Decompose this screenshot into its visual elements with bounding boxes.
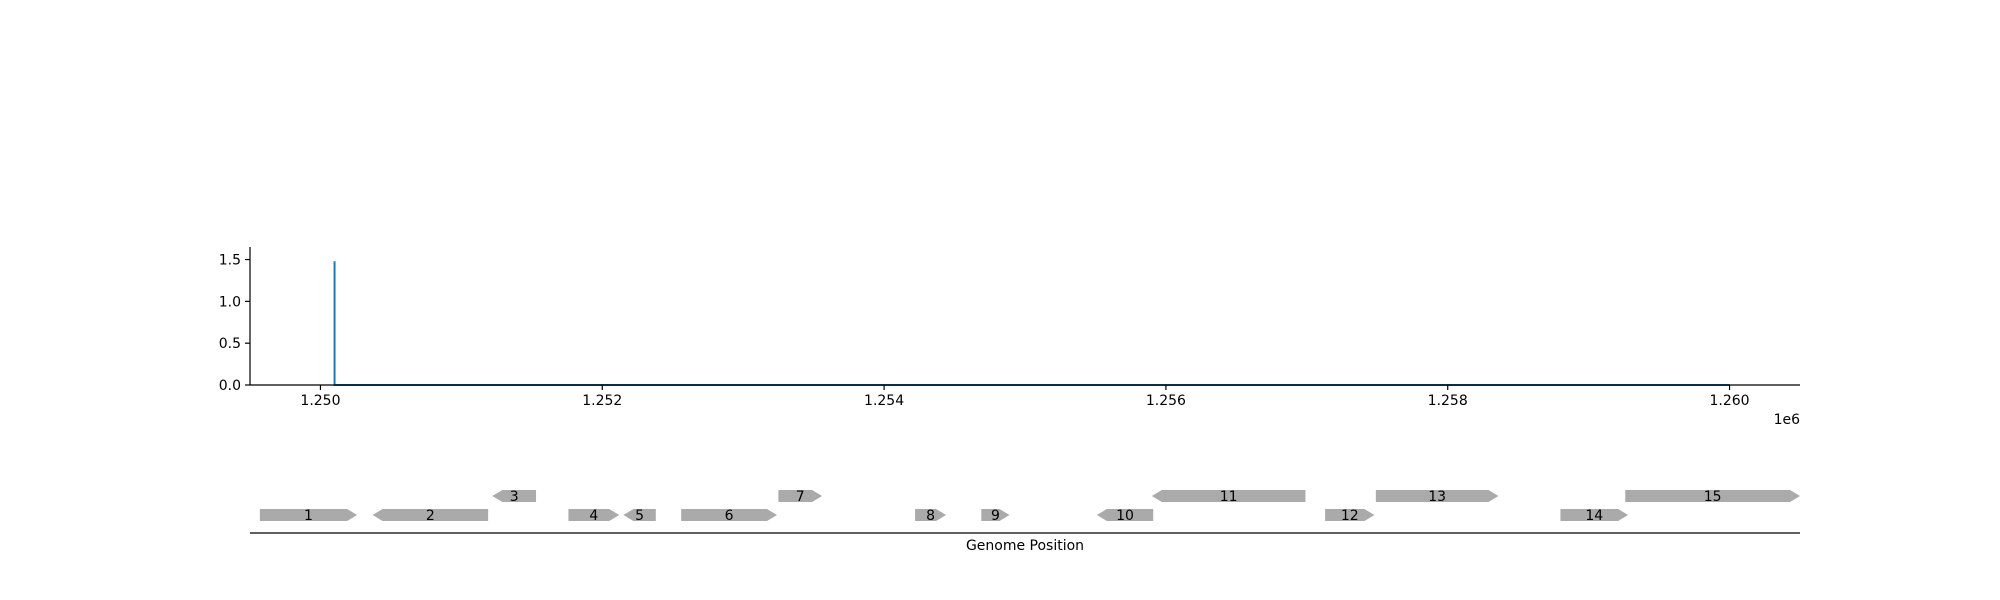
gene-label-12: 12: [1341, 508, 1359, 524]
gene-label-14: 14: [1585, 508, 1603, 524]
gene-arrow-4: [568, 509, 620, 521]
gene-label-6: 6: [725, 508, 734, 524]
y-tick-label: 1.5: [219, 253, 241, 269]
gene-arrow-11: [1151, 490, 1306, 502]
gene-label-1: 1: [304, 508, 313, 524]
x-tick-label: 1.252: [582, 393, 622, 409]
gene-arrow-3: [492, 490, 537, 502]
gene-label-13: 13: [1428, 489, 1446, 505]
gene-arrow-10: [1096, 509, 1154, 521]
gene-arrow-13: [1375, 490, 1499, 502]
x-axis: 1.250 1.252 1.254 1.256 1.258 1.260: [250, 384, 1800, 409]
gene-label-8: 8: [926, 508, 935, 524]
gene-arrow-8: [915, 509, 947, 521]
gene-label-2: 2: [426, 508, 435, 524]
gene-label-7: 7: [796, 489, 805, 505]
gene-arrow-2: [372, 509, 489, 521]
y-tick-label: 0.5: [219, 336, 241, 352]
gene-arrow-12: [1325, 509, 1375, 521]
x-tick-label: 1.258: [1428, 393, 1468, 409]
y-tick-label: 1.0: [219, 294, 241, 310]
y-axis: 0.0 0.5 1.0 1.5: [219, 247, 251, 394]
coverage-plot: [333, 261, 1730, 386]
gene-arrow-6: [681, 509, 777, 521]
x-tick-label: 1.250: [300, 393, 340, 409]
x-tick-label: 1.254: [864, 393, 904, 409]
x-tick-label: 1.256: [1146, 393, 1186, 409]
gene-label-10: 10: [1116, 508, 1134, 524]
gene-arrow-14: [1560, 509, 1629, 521]
gene-label-3: 3: [510, 489, 519, 505]
gene-arrow-7: [778, 490, 823, 502]
coverage-series-line-1: [333, 261, 1730, 386]
gene-map-xlabel: Genome Position: [966, 538, 1084, 554]
gene-arrow-5: [623, 509, 656, 521]
gene-label-4: 4: [589, 508, 598, 524]
gene-label-9: 9: [991, 508, 1000, 524]
gene-arrow-9: [981, 509, 1010, 521]
y-tick-label: 0.0: [219, 378, 241, 394]
x-tick-label: 1.260: [1709, 393, 1749, 409]
gene-arrow-15: [1625, 490, 1800, 502]
x-offset-label: 1e6: [1774, 412, 1801, 428]
gene-label-11: 11: [1220, 489, 1238, 505]
gene-arrow-1: [259, 509, 358, 521]
gene-label-15: 15: [1704, 489, 1722, 505]
gene-label-5: 5: [635, 508, 644, 524]
